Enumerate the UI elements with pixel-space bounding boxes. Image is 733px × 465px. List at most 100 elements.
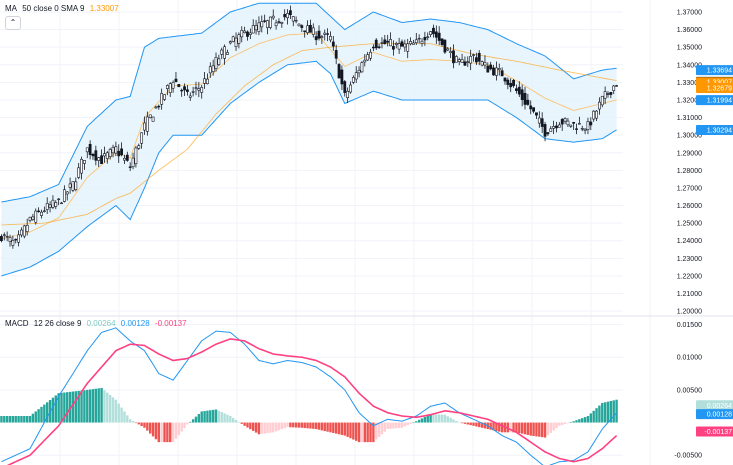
histogram-bar bbox=[226, 414, 229, 423]
histogram-bar bbox=[535, 422, 538, 437]
histogram-bar bbox=[183, 422, 186, 429]
histogram-bar bbox=[377, 422, 381, 437]
price-tag-bg bbox=[696, 95, 733, 106]
candle-body bbox=[580, 128, 584, 130]
histogram-bar bbox=[506, 422, 510, 433]
candle-body bbox=[503, 77, 507, 82]
candle-body bbox=[208, 66, 212, 74]
histogram-bar bbox=[460, 422, 464, 424]
histogram-bar bbox=[66, 392, 69, 423]
macd-tag-bg bbox=[696, 400, 733, 411]
candle-body bbox=[586, 121, 590, 130]
candle-body bbox=[572, 121, 576, 124]
histogram-bar bbox=[303, 422, 306, 429]
candle-body bbox=[157, 105, 161, 108]
candle-body bbox=[246, 31, 249, 37]
macd-tag: -0.00137 bbox=[696, 426, 733, 437]
candle-body bbox=[386, 40, 390, 43]
candle-body bbox=[515, 88, 518, 91]
histogram-bar bbox=[446, 416, 449, 423]
candle-body bbox=[606, 93, 610, 95]
histogram-bar bbox=[180, 422, 183, 432]
candle-body bbox=[243, 30, 247, 34]
candle-body bbox=[486, 65, 490, 73]
y-tick-label: 1.24000 bbox=[677, 238, 702, 245]
candle-body bbox=[80, 158, 83, 174]
histogram-bar bbox=[372, 422, 375, 443]
candle-body bbox=[280, 22, 284, 24]
bollinger-upper-line bbox=[1, 2, 617, 203]
candle-body bbox=[380, 42, 384, 44]
candle-body bbox=[131, 157, 135, 168]
histogram-bar bbox=[20, 416, 23, 423]
histogram-bar bbox=[480, 422, 484, 428]
candle-body bbox=[366, 54, 370, 61]
histogram-bar bbox=[3, 416, 6, 423]
candle-body bbox=[25, 225, 29, 232]
histogram-bar bbox=[252, 422, 255, 431]
histogram-bar bbox=[17, 416, 20, 423]
y-tick-label: 1.30000 bbox=[677, 133, 702, 140]
bollinger-basis-line bbox=[1, 32, 617, 240]
candle-body bbox=[331, 41, 335, 47]
histogram-bar bbox=[214, 409, 218, 423]
histogram-bar bbox=[563, 422, 567, 424]
candle-body bbox=[474, 57, 478, 63]
candle-body bbox=[286, 13, 289, 19]
histogram-bar bbox=[71, 391, 75, 423]
candle-body bbox=[177, 84, 181, 88]
histogram-bar bbox=[475, 422, 478, 427]
bollinger-lower-line bbox=[1, 60, 617, 277]
histogram-bar bbox=[106, 392, 109, 423]
histogram-bar bbox=[200, 411, 203, 423]
candle-body bbox=[266, 20, 269, 28]
histogram-bar bbox=[137, 422, 140, 425]
histogram-bar bbox=[51, 397, 55, 423]
y-tick-label: 1.23000 bbox=[677, 256, 702, 263]
histogram-bar bbox=[140, 422, 143, 427]
chevron-up-icon[interactable]: ⌃ bbox=[5, 16, 21, 30]
candle-body bbox=[466, 61, 470, 63]
histogram-bar bbox=[169, 422, 172, 443]
histogram-bar bbox=[223, 413, 226, 423]
histogram-bar bbox=[131, 420, 135, 423]
candle-body bbox=[60, 202, 63, 205]
histogram-bar bbox=[343, 422, 346, 436]
histogram-bar bbox=[126, 415, 129, 423]
histogram-bar bbox=[552, 422, 555, 431]
candle-body bbox=[463, 61, 467, 66]
y-tick-label: 1.22000 bbox=[677, 273, 702, 280]
candle-body bbox=[291, 16, 295, 22]
histogram-bar bbox=[320, 422, 324, 431]
candle-body bbox=[231, 36, 235, 42]
y-tick-label: 1.20000 bbox=[677, 309, 702, 316]
candle-body bbox=[523, 93, 527, 105]
histogram-bar bbox=[146, 422, 149, 431]
histogram-bar bbox=[380, 422, 384, 435]
histogram-bar bbox=[229, 416, 232, 423]
candle-body bbox=[346, 90, 350, 98]
histogram-bar bbox=[598, 405, 601, 423]
histogram-bar bbox=[572, 421, 575, 423]
price-tag-label: 1.33694 bbox=[707, 68, 732, 75]
candle-body bbox=[77, 167, 81, 178]
histogram-bar bbox=[68, 391, 72, 423]
macd-tag-bg bbox=[696, 409, 733, 420]
price-tag: 1.31994 bbox=[696, 95, 733, 106]
candle-body bbox=[34, 210, 38, 223]
candle-body bbox=[151, 116, 155, 122]
histogram-bar bbox=[243, 422, 246, 426]
histogram-bar bbox=[286, 422, 289, 428]
histogram-bar bbox=[420, 418, 424, 423]
histogram-bar bbox=[294, 422, 298, 428]
ma-legend-params: 50 close 0 SMA 9 bbox=[22, 4, 85, 13]
histogram-bar bbox=[263, 422, 266, 434]
histogram-bar bbox=[435, 414, 438, 423]
macd-histogram bbox=[0, 387, 618, 443]
candle-body bbox=[440, 38, 444, 45]
histogram-bar bbox=[458, 422, 461, 424]
candle-body bbox=[477, 53, 481, 62]
candle-body bbox=[540, 118, 544, 127]
histogram-bar bbox=[323, 422, 326, 432]
